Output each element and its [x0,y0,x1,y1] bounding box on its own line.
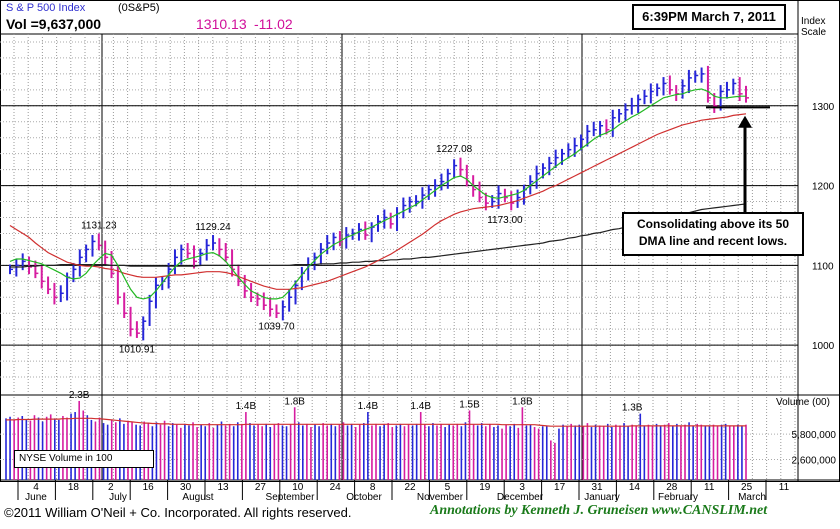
annotation-callout: Consolidating above its 50 DMA line and … [622,212,804,256]
date-tick-label: 3 [519,482,525,493]
annotation-line-2: DMA line and recent lows. [638,234,788,248]
volume-annotation: 1.4B [410,401,431,412]
month-label: January [584,492,620,503]
price-tick-label: 1200 [812,182,835,193]
month-label: February [658,492,698,503]
volume-annotation: 1.3B [622,403,643,414]
date-tick-label: 11 [704,482,715,493]
index-name: S & P 500 Index [6,2,86,14]
date-tick-label: 10 [292,482,304,493]
price-readout: 1310.13 [196,16,247,32]
month-label: August [182,492,213,503]
annotations-credit: Annotations by Kenneth J. Gruneisen www.… [430,503,768,518]
date-tick-label: 28 [666,482,678,493]
price-annotation: 1227.08 [436,144,473,155]
scale-label-line-2: Scale [801,27,827,38]
month-label: October [346,492,382,503]
price-annotation: 1039.70 [258,321,295,332]
date-tick-label: 30 [180,482,192,493]
index-scale-label: Index Scale [801,16,826,38]
price-tick-label: 1300 [812,102,835,113]
month-label: December [497,492,544,503]
date-tick-label: 19 [479,482,491,493]
date-tick-label: 22 [404,482,416,493]
scale-label-line-1: Index [801,16,826,27]
date-tick-label: 25 [741,482,753,493]
timestamp-box: 6:39PM March 7, 2011 [632,4,786,30]
volume-box-label: NYSE Volume in 100 [14,450,154,468]
volume-tick-label: 2,600,000 [792,455,837,466]
chart-header: S & P 500 Index (0S&P5) Vol =9,637,000 1… [0,0,800,34]
volume-axis-label: Volume (00) [776,397,830,408]
date-tick-label: 18 [68,482,80,493]
date-tick-label: 17 [554,482,566,493]
ma-red-line [9,113,747,290]
volume-annotation: 1.4B [358,401,379,412]
volume-ma-line [6,417,746,427]
date-tick-label: 4 [33,482,39,493]
price-annotation: 1173.00 [487,215,523,226]
volume-readout: Vol =9,637,000 [6,16,102,32]
date-tick-label: 13 [217,482,229,493]
date-tick-label: 27 [255,482,267,493]
date-tick-label: 2 [108,482,114,493]
change-readout: -11.02 [254,16,293,32]
annotation-line-1: Consolidating above its 50 [636,217,790,231]
date-tick-label: 16 [143,482,155,493]
date-tick-label: 14 [629,482,641,493]
price-tick-label: 1100 [812,261,834,272]
date-tick-label: 11 [779,482,790,493]
month-label: June [25,492,47,503]
ma50-line [9,88,746,300]
date-tick-label: 31 [591,482,603,493]
volume-annotation: 1.8B [284,396,305,407]
price-annotation: 1131.23 [81,220,117,231]
index-symbol: (0S&P5) [118,2,160,14]
date-tick-label: 8 [370,482,376,493]
volume-annotation: 1.8B [512,396,533,407]
price-tick-label: 1000 [812,341,835,352]
month-label: March [738,492,766,503]
price-annotation: 1129.24 [195,222,231,233]
volume-annotation: 1.4B [236,401,257,412]
price-annotation: 1010.91 [119,344,156,355]
date-tick-label: 5 [445,482,451,493]
copyright-text: ©2011 William O'Neil + Co. Incorporated.… [4,505,352,520]
month-label: November [417,492,464,503]
month-label: July [109,492,127,503]
volume-annotation: 1.5B [459,399,480,410]
volume-tick-label: 5,800,000 [792,430,837,441]
annotation-arrow-head [738,115,752,128]
month-label: September [266,492,316,503]
volume-annotation: 2.3B [69,390,90,401]
date-tick-label: 24 [330,482,342,493]
